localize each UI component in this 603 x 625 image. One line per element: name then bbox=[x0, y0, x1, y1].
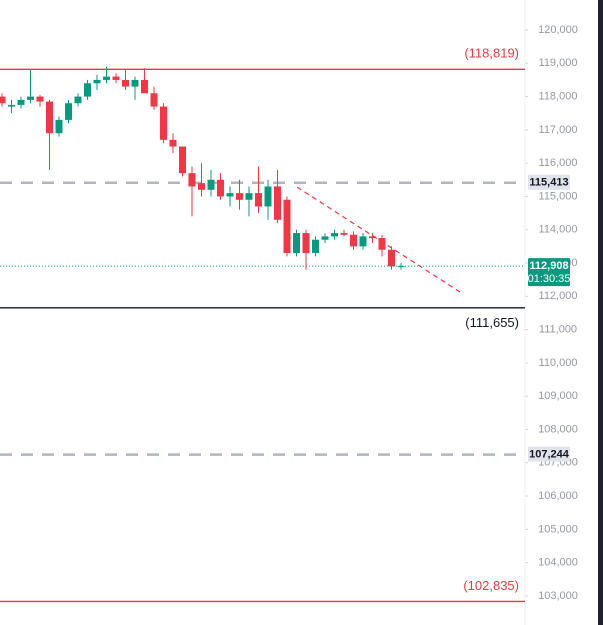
candle-body bbox=[331, 233, 338, 237]
candle-body bbox=[122, 79, 129, 87]
y-tick-label: 112,000 bbox=[539, 290, 578, 302]
candle-body bbox=[160, 106, 167, 140]
candle-body bbox=[112, 76, 120, 80]
candle-body bbox=[141, 79, 148, 94]
price-tag bbox=[528, 446, 570, 462]
candle-body bbox=[312, 239, 319, 254]
edge-strip bbox=[598, 0, 603, 625]
level-label: (111,655) bbox=[465, 315, 519, 330]
candle-body bbox=[84, 83, 91, 97]
candle-body bbox=[236, 193, 243, 200]
candle-body bbox=[369, 236, 376, 239]
price-tag-label: 112,908 bbox=[529, 260, 568, 272]
candle-body bbox=[198, 183, 205, 190]
candle-body bbox=[74, 96, 82, 104]
candle-body bbox=[93, 79, 101, 84]
y-tick-label: 109,000 bbox=[538, 390, 578, 402]
countdown: 01:30:35 bbox=[528, 273, 571, 285]
level-label: (118,819) bbox=[464, 46, 519, 61]
candle-body bbox=[255, 193, 262, 207]
y-tick-label: 103,000 bbox=[538, 590, 578, 602]
candle-body bbox=[293, 233, 300, 254]
candle-body bbox=[378, 238, 386, 250]
y-tick-label: 111,000 bbox=[539, 324, 577, 336]
y-tick-label: 106,000 bbox=[538, 490, 578, 502]
candle-body bbox=[65, 103, 72, 120]
candle-body bbox=[350, 234, 357, 247]
y-tick-label: 116,000 bbox=[539, 157, 578, 169]
price-tag bbox=[528, 258, 570, 287]
y-tick-label: 119,000 bbox=[539, 57, 578, 69]
y-tick-label: 108,000 bbox=[538, 423, 578, 435]
y-tick-label: 115,000 bbox=[539, 190, 578, 202]
candle-body bbox=[8, 104, 15, 107]
y-tick-label: 118,000 bbox=[539, 90, 578, 102]
candle-body bbox=[46, 101, 53, 134]
candle-body bbox=[359, 236, 367, 247]
y-tick-label: 104,000 bbox=[538, 557, 578, 569]
candle-body bbox=[264, 186, 272, 207]
candle-body bbox=[397, 266, 405, 268]
candle-body bbox=[0, 96, 6, 104]
candle-body bbox=[207, 179, 215, 190]
candle-body bbox=[150, 93, 158, 107]
candle-body bbox=[321, 236, 329, 240]
candle-body bbox=[131, 79, 139, 87]
y-tick-label: 114,000 bbox=[539, 224, 578, 236]
price-tag bbox=[528, 174, 570, 190]
candle-body bbox=[274, 186, 281, 220]
candle-body bbox=[188, 173, 196, 187]
candle-body bbox=[55, 119, 63, 134]
level-label: (102,835) bbox=[463, 578, 519, 593]
candle-body bbox=[245, 193, 253, 200]
y-tick-label: 120,000 bbox=[538, 24, 578, 36]
candle-body bbox=[17, 99, 25, 105]
candle-body bbox=[179, 146, 186, 174]
candle-body bbox=[36, 96, 44, 102]
candle-body bbox=[340, 233, 348, 235]
y-tick-label: 110,000 bbox=[539, 357, 578, 369]
candle-body bbox=[103, 76, 110, 80]
candle-body bbox=[388, 249, 395, 267]
candle-body bbox=[27, 96, 34, 100]
candle-body bbox=[169, 139, 177, 147]
y-tick-label: 105,000 bbox=[538, 523, 578, 535]
price-tag-label: 107,244 bbox=[529, 449, 570, 461]
y-tick-label: 117,000 bbox=[539, 124, 578, 136]
candle-body bbox=[217, 179, 224, 197]
price-tag-label: 115,413 bbox=[529, 177, 568, 189]
candle-body bbox=[283, 199, 291, 254]
candle-body bbox=[226, 193, 234, 197]
candle-body bbox=[302, 233, 310, 254]
